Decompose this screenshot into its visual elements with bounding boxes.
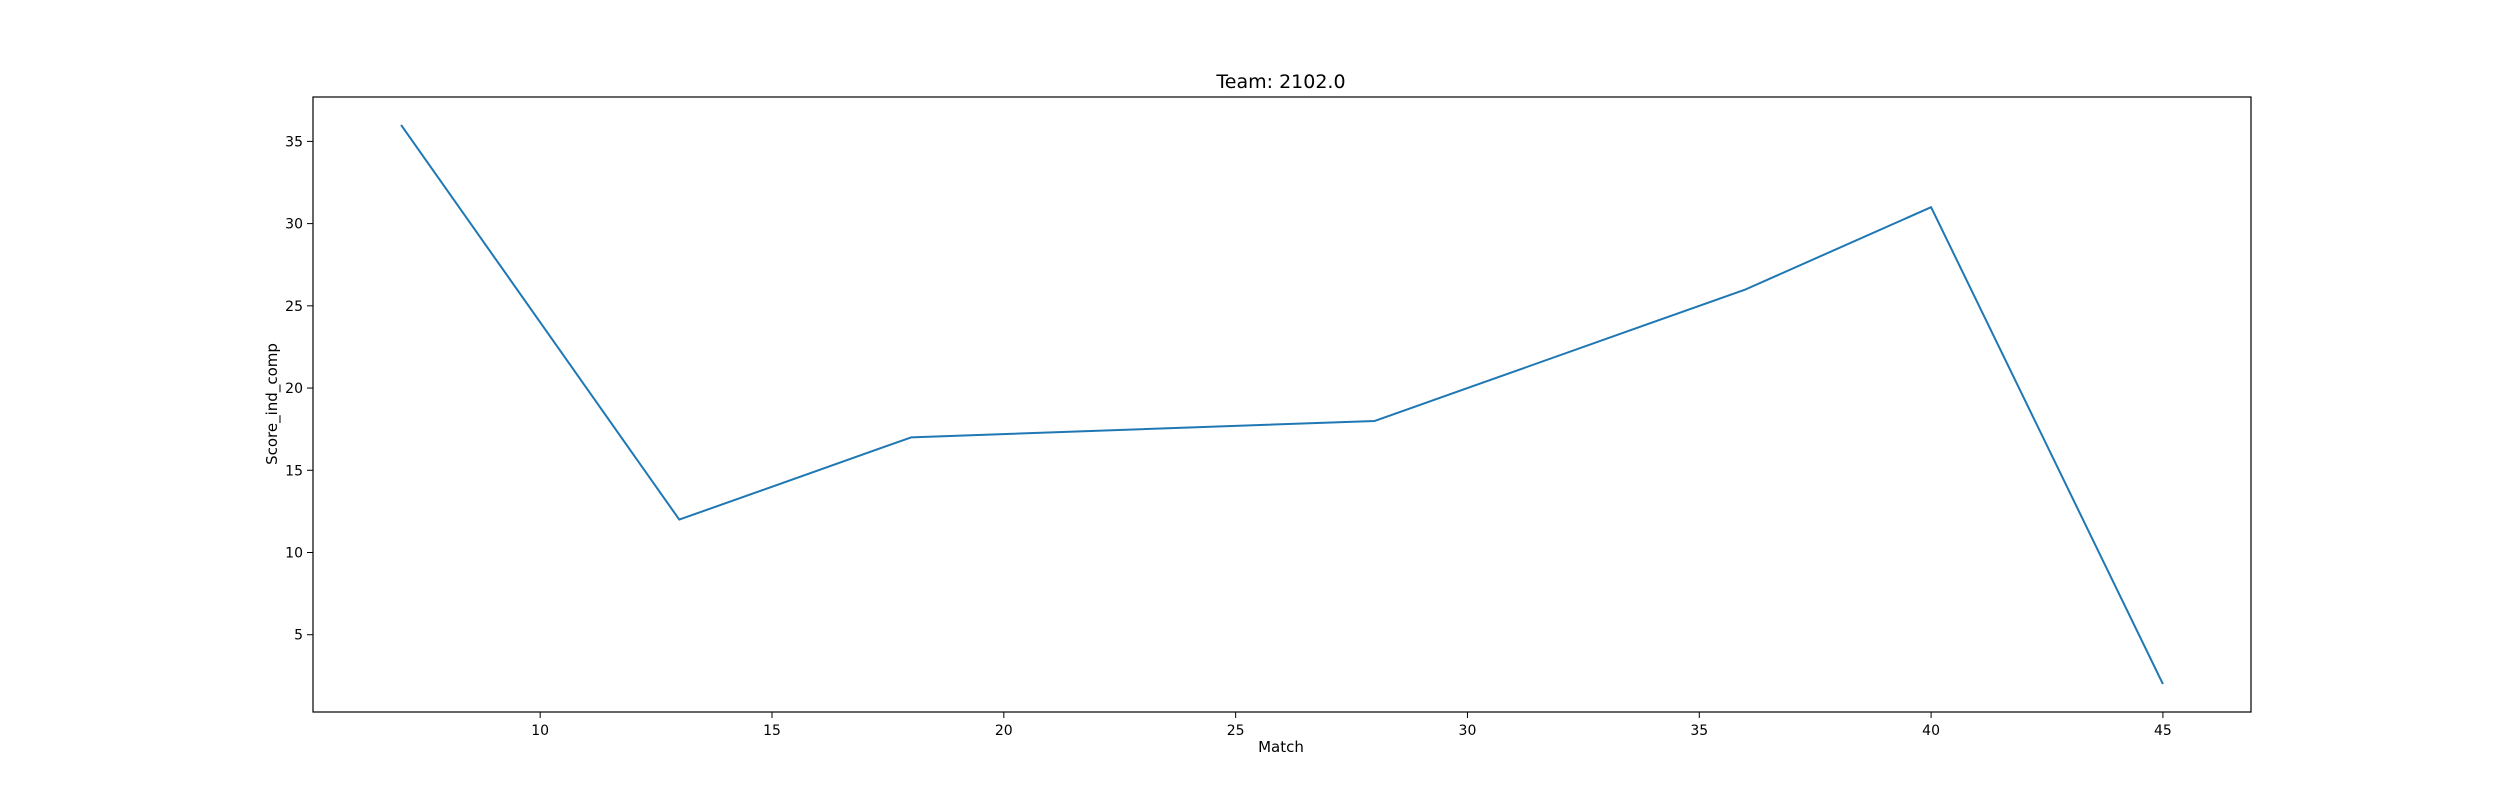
series-line-0	[400, 124, 2164, 685]
x-axis-label: Match	[1258, 738, 1304, 756]
y-tick-label: 15	[285, 463, 303, 479]
y-tick-label: 10	[285, 545, 303, 561]
plot-area	[400, 124, 2164, 685]
y-tick-label: 35	[285, 134, 303, 150]
y-axis-label: Score_ind_comp	[263, 343, 282, 465]
x-tick-label: 45	[2154, 723, 2172, 739]
x-tick-label: 10	[531, 723, 549, 739]
y-tick-label: 25	[285, 299, 303, 315]
x-tick-label: 25	[1227, 723, 1245, 739]
x-tick-label: 20	[995, 723, 1013, 739]
x-tick-label: 30	[1459, 723, 1477, 739]
chart-title: Team: 2102.0	[1215, 71, 1345, 93]
y-tick-label: 20	[285, 381, 303, 397]
plot-frame	[312, 96, 2252, 713]
x-tick-label: 35	[1690, 723, 1708, 739]
y-tick-label: 5	[294, 628, 303, 644]
y-axis: 5 10 15 20 25 30 35	[285, 134, 313, 644]
y-tick-label: 30	[285, 217, 303, 233]
x-axis: 10 15 20 25 30 35 40 45	[531, 712, 2172, 739]
x-tick-label: 40	[1922, 723, 1940, 739]
x-tick-label: 15	[763, 723, 781, 739]
